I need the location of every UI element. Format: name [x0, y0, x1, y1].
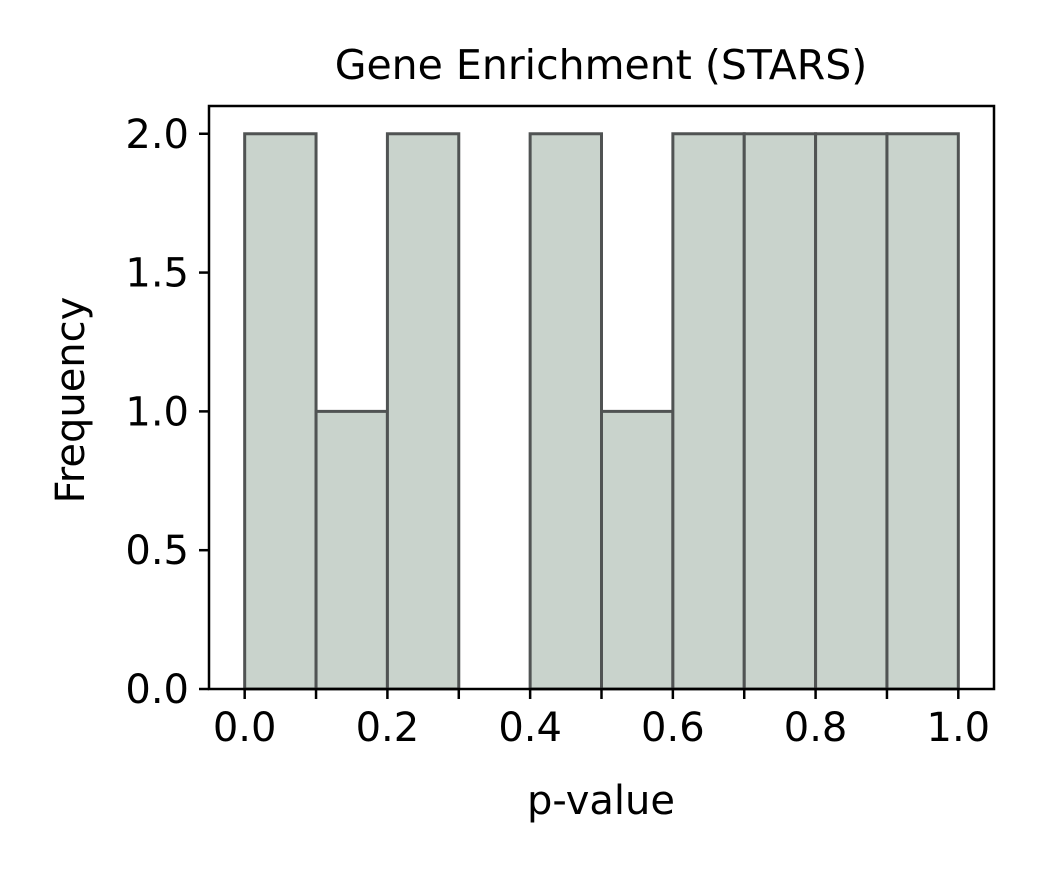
histogram-bar — [314, 409, 389, 691]
y-tick-label: 1.5 — [125, 251, 189, 297]
x-tick-label: 1.0 — [927, 705, 991, 751]
histogram-bar — [528, 132, 603, 691]
histogram-bar — [885, 132, 960, 691]
histogram-bar — [243, 132, 318, 691]
histogram-bar — [671, 132, 746, 691]
histogram-bar — [742, 132, 818, 691]
ticks-group: 0.0 0.2 0.4 0.6 0.8 1.0 0.0 0.5 1.0 1.5 2.0 — [125, 112, 990, 751]
x-tick-label: 0.2 — [356, 705, 420, 751]
y-tick-label: 1.0 — [125, 389, 189, 435]
y-tick-label: 2.0 — [125, 112, 189, 158]
x-tick-label: 0.4 — [498, 705, 562, 751]
x-tick-label: 0.8 — [784, 705, 848, 751]
chart-title: Gene Enrichment (STARS) — [335, 41, 868, 89]
plot-frame — [207, 104, 996, 691]
histogram-bar — [600, 409, 675, 691]
x-tick-label: 0.0 — [213, 705, 277, 751]
bars-group — [243, 132, 960, 691]
y-tick-label: 0.5 — [125, 528, 189, 574]
y-axis-label: Frequency — [48, 297, 94, 504]
x-axis-label: p-value — [527, 778, 675, 824]
histogram-bar — [814, 132, 889, 691]
y-tick-label: 0.0 — [125, 667, 189, 713]
histogram-bar — [385, 132, 461, 691]
x-tick-label: 0.6 — [641, 705, 705, 751]
